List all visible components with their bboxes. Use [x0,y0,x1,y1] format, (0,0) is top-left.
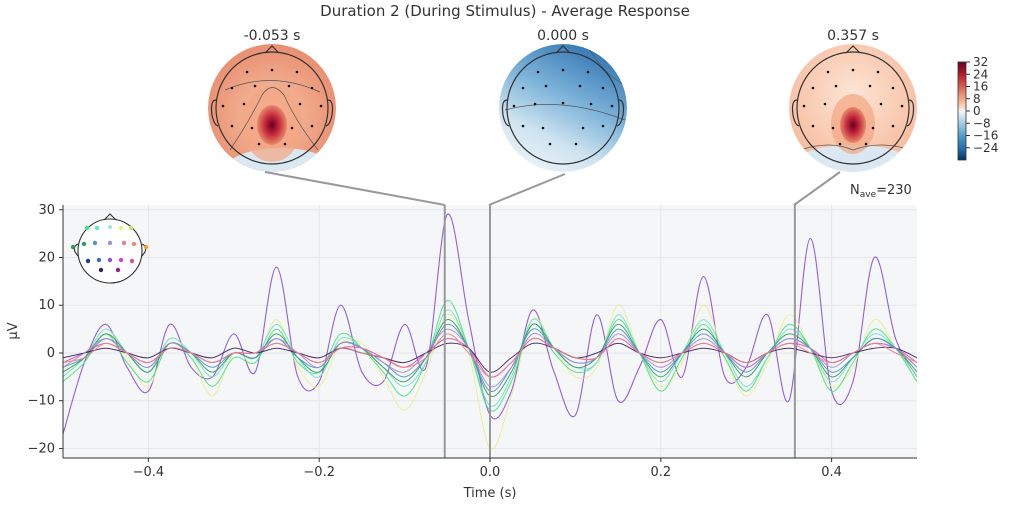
y-ticks: 30 20 10 0 −10 −20 [28,203,63,456]
y-tick-label-0: 30 [38,203,55,218]
y-tick-label-4: −10 [28,394,55,409]
nave-annotation: Nave=230 [850,183,912,200]
y-tick-label-1: 20 [38,251,55,266]
colorbar-tick-label-1: 24 [973,67,988,81]
x-tick-label-0: −0.4 [133,465,165,480]
topomap-3: 0.357 s [789,28,917,172]
colorbar-gradient [957,61,967,161]
colorbar-tick-label-2: 16 [973,80,988,94]
time-markers [443,205,796,458]
x-axis-label: Time (s) [463,486,517,501]
y-tick-label-3: 0 [47,346,55,361]
colorbar-tick-label-4: 0 [973,104,981,118]
colorbar-tick-label-3: 8 [973,92,981,106]
sensor-layout-inset [70,213,149,284]
topomap-1: -0.053 s [208,28,336,172]
topomap-1-time-label: -0.053 s [244,28,301,44]
figure-title: Duration 2 (During Stimulus) - Average R… [320,2,690,20]
y-tick-label-2: 10 [38,298,55,313]
y-axis-label: µV [6,322,21,339]
series-line-0 [63,213,917,435]
topomap-2: 0.000 s [499,28,627,172]
topomap-connectors [264,171,841,206]
x-tick-label-2: 0.0 [480,465,501,480]
colorbar-tick-label-0: 32 [973,55,988,69]
x-tick-label-4: 0.4 [821,465,842,480]
nave-subscript: ave [860,190,877,200]
x-tick-label-3: 0.2 [650,465,671,480]
nave-letter: N [850,183,860,198]
colorbar-tick-label-5: −8 [973,116,991,130]
nave-value: =230 [876,183,912,198]
x-ticks: −0.4 −0.2 0.0 0.2 0.4 [133,458,842,480]
colorbar-tick-label-6: −16 [973,129,998,143]
topomap-3-time-label: 0.357 s [827,28,879,44]
y-tick-label-5: −20 [28,441,55,456]
topomap-2-time-label: 0.000 s [537,28,589,44]
colorbar-tick-label-7: −24 [973,141,998,155]
plot-area: −0.4 −0.2 0.0 0.2 0.4 30 20 10 0 −10 −20 Time (s)… [6,183,917,501]
x-tick-label-1: −0.2 [303,465,335,480]
